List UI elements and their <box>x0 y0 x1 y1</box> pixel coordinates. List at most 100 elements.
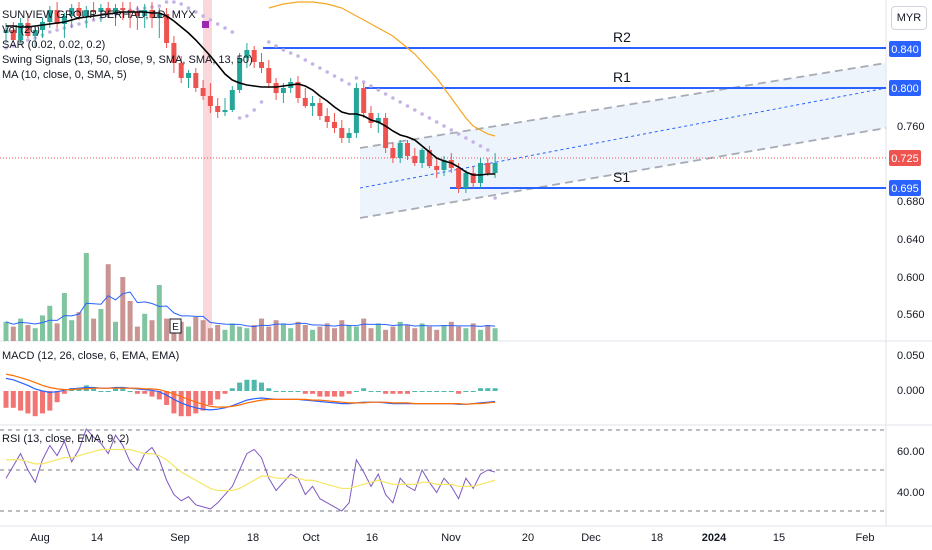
candle <box>193 68 199 92</box>
rsi-line <box>5 428 496 512</box>
volume-bar <box>295 321 301 341</box>
legend-ma[interactable]: MA (10, close, 0, SMA, 5) <box>2 69 127 81</box>
candle <box>266 60 272 88</box>
sar-dot <box>318 66 322 70</box>
volume-bar <box>10 326 16 341</box>
macd-hist-bar <box>419 391 425 392</box>
candle <box>32 26 38 48</box>
macd-hist-bar <box>390 391 396 394</box>
candle <box>40 18 45 38</box>
volume-bar <box>149 320 155 341</box>
ma-line <box>6 11 496 176</box>
badge-last-value: 0.725 <box>891 153 919 165</box>
macd-hist-bar <box>25 391 31 414</box>
macd-hist-bar <box>149 391 155 397</box>
candle <box>69 4 75 28</box>
candle <box>178 56 184 83</box>
sar-dot <box>391 96 395 100</box>
time-axis-label: 20 <box>522 532 534 544</box>
candle <box>390 143 396 163</box>
sar-dot <box>201 14 205 18</box>
volume-bar <box>441 325 447 341</box>
sar-dot <box>405 104 410 108</box>
candle <box>324 108 330 128</box>
macd-hist-bar <box>251 379 257 391</box>
macd-hist-bar <box>76 388 82 391</box>
legend-sar[interactable]: SAR (0.02, 0.02, 0.2) <box>2 39 106 51</box>
macd-hist-bar <box>54 391 60 403</box>
symbol-title[interactable]: SUNVIEW GROUP BERHAD, 1D, MYX <box>2 9 196 21</box>
sar-dot <box>164 0 169 4</box>
volume-bar <box>390 326 396 341</box>
macd-hist-bar <box>47 391 53 411</box>
macd-hist-bar <box>207 391 213 405</box>
candle <box>244 43 250 68</box>
sar-dot <box>434 120 439 124</box>
candle <box>353 83 359 138</box>
time-axis-label: Dec <box>581 532 601 544</box>
macd-hist-bar <box>448 391 454 392</box>
legend-swing-signals[interactable]: Swing Signals (13, 50, close, 9, SMA, SM… <box>2 54 253 66</box>
volume-ma-line <box>5 291 496 328</box>
volume-bar <box>317 326 323 341</box>
candle <box>76 1 82 20</box>
sar-dot <box>179 2 183 6</box>
volume-bar <box>353 326 359 341</box>
sar-dot <box>296 54 300 58</box>
macd-hist-bar <box>259 382 264 391</box>
currency-button[interactable]: MYR <box>891 6 927 30</box>
candle <box>434 158 440 178</box>
legend-macd[interactable]: MACD (12, 26, close, 6, EMA, EMA) <box>2 350 180 362</box>
sar-dot <box>55 28 59 32</box>
macd-hist-bar <box>295 391 301 392</box>
candle <box>149 1 155 28</box>
macd-hist-bar <box>478 388 483 391</box>
volume-bar <box>229 323 235 341</box>
sar-dot <box>157 4 162 8</box>
volume-bar <box>76 312 82 341</box>
macd-hist-bar <box>105 391 111 392</box>
macd-hist-bar <box>470 391 476 392</box>
macd-hist-bar <box>302 391 308 394</box>
volume-bar <box>222 329 228 341</box>
macd-line <box>5 377 496 411</box>
macd-hist-bar <box>32 391 38 417</box>
macd-hist-bar <box>353 391 359 392</box>
volume-bar <box>375 323 381 341</box>
sar-dot <box>281 48 286 52</box>
macd-hist-bar <box>368 391 374 392</box>
volume-bars <box>3 253 498 341</box>
candle <box>251 46 257 68</box>
volume-bar <box>237 326 243 341</box>
volume-bar <box>200 320 206 341</box>
sar-dot <box>237 116 242 120</box>
sar-dot <box>383 92 388 96</box>
volume-bar <box>485 325 491 341</box>
legend-volume[interactable]: Vol (20) <box>2 24 40 36</box>
macd-hist-bar <box>156 391 162 400</box>
candle <box>332 113 337 133</box>
candle <box>61 13 67 38</box>
candle <box>375 113 381 133</box>
macd-hist-bar <box>18 391 24 411</box>
earnings-marker-box[interactable] <box>169 318 182 334</box>
macd-hist-bar <box>83 385 89 391</box>
sar-dot <box>274 44 278 48</box>
signal-highlight-band <box>203 0 212 341</box>
macd-hist-bar <box>346 391 352 394</box>
sar-dot <box>427 116 432 120</box>
level-r1-label: R1 <box>613 69 631 85</box>
legend-rsi[interactable]: RSI (13, close, EMA, 9, 2) <box>2 433 130 445</box>
macd-hist-bar <box>40 391 45 414</box>
sar-dot <box>230 30 235 34</box>
macd-hist-bar <box>171 391 177 414</box>
sar-dot <box>471 140 476 144</box>
swing-signal-line <box>268 1 496 137</box>
candle <box>397 140 403 163</box>
sar-dot <box>493 196 497 200</box>
candle <box>361 83 367 118</box>
macd-hist-bar <box>324 391 330 397</box>
volume-bar <box>426 326 432 341</box>
candle <box>105 1 111 18</box>
